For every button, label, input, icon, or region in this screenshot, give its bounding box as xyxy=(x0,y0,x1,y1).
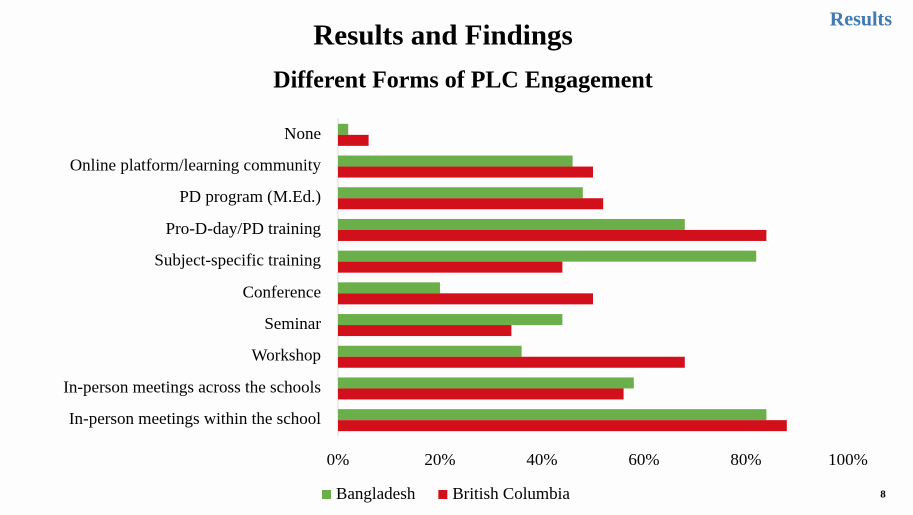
bar xyxy=(338,187,583,199)
x-tick-label: 40% xyxy=(526,450,557,469)
bar xyxy=(338,282,440,294)
y-tick-label: None xyxy=(284,124,321,143)
bar xyxy=(338,409,767,421)
y-tick-label: Workshop xyxy=(252,346,321,365)
legend-swatch xyxy=(322,490,331,499)
bar xyxy=(338,166,593,178)
y-tick-label: Pro-D-day/PD training xyxy=(166,219,322,238)
y-tick-label: Online platform/learning community xyxy=(70,155,322,174)
x-tick-label: 0% xyxy=(327,450,350,469)
bar xyxy=(338,325,512,337)
page-number: 8 xyxy=(880,489,886,501)
legend-swatch xyxy=(438,490,448,499)
y-tick-label: Seminar xyxy=(264,314,321,333)
bar xyxy=(338,123,349,135)
y-tick-label: PD program (M.Ed.) xyxy=(179,187,321,206)
x-tick-label: 20% xyxy=(424,450,455,469)
bar xyxy=(338,293,593,305)
x-tick-label: 100% xyxy=(828,450,868,469)
bar xyxy=(338,250,757,262)
bar xyxy=(338,356,685,368)
bar xyxy=(338,261,563,273)
bar xyxy=(338,198,604,210)
slide-title: Results and Findings xyxy=(313,20,573,52)
bar xyxy=(338,155,573,167)
bar xyxy=(338,229,767,241)
y-tick-label: Subject-specific training xyxy=(154,251,321,270)
bar xyxy=(338,218,685,230)
bar xyxy=(338,377,634,389)
bar xyxy=(338,345,522,357)
bar xyxy=(338,420,787,432)
legend-label: British Columbia xyxy=(452,484,570,503)
bar xyxy=(338,314,563,326)
chart-title: Different Forms of PLC Engagement xyxy=(273,68,652,94)
bar xyxy=(338,388,624,400)
y-tick-label: In-person meetings across the schools xyxy=(63,377,321,396)
legend-label: Bangladesh xyxy=(336,484,416,503)
bar xyxy=(338,134,369,146)
section-label: Results xyxy=(830,9,892,31)
y-tick-label: In-person meetings within the school xyxy=(69,409,321,428)
x-tick-label: 60% xyxy=(628,450,659,469)
x-tick-label: 80% xyxy=(730,450,761,469)
y-tick-label: Conference xyxy=(243,282,321,301)
